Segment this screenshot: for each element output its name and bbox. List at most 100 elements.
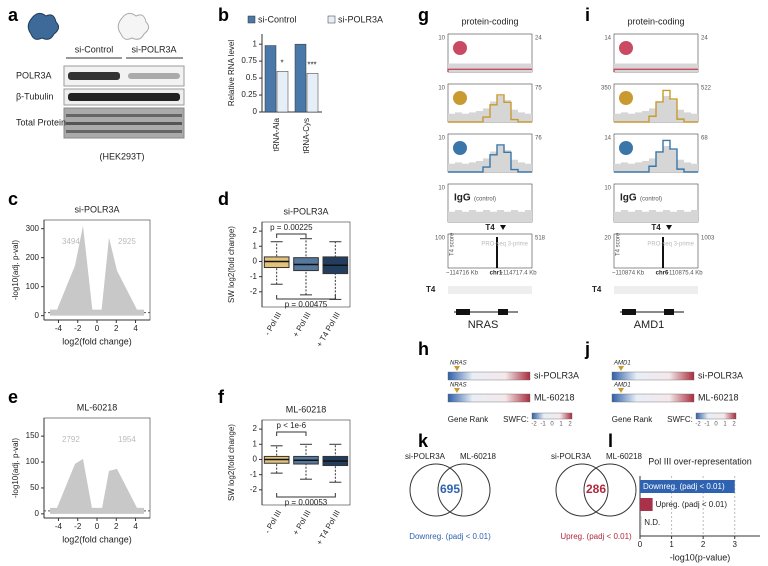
signal-area [448, 63, 532, 72]
panel-title: si-POLR3A [74, 204, 119, 214]
signal-area [614, 210, 698, 222]
track-scale: 518 [535, 236, 546, 242]
cell-icon [619, 141, 633, 155]
rank-bar [447, 393, 531, 403]
track-frame [613, 233, 699, 269]
y-tick-label: 300 [26, 224, 40, 233]
signal-line [614, 89, 698, 123]
band [66, 122, 182, 125]
colorbar-tick: -1 [540, 422, 546, 428]
coord-label: ~114716 Kb [446, 271, 479, 277]
panel-label: e [8, 387, 18, 407]
significance: *** [307, 60, 316, 69]
track-scale: 10 [604, 186, 611, 192]
igg-label: IgG [454, 193, 471, 204]
signal-line [614, 139, 698, 173]
scale-label: SWFC: [667, 415, 693, 424]
bar [306, 73, 319, 113]
signal-area [448, 210, 532, 222]
significance: * [280, 58, 283, 67]
proseq-label: PRO-seq 3-prime [647, 242, 694, 248]
y-tick-label: 1 [253, 439, 258, 448]
t4-row: T4 [426, 285, 436, 294]
y-tick-label: 0 [35, 509, 40, 518]
y-tick-label: 0.25 [241, 90, 257, 99]
band [68, 72, 120, 80]
point-cloud [50, 309, 144, 316]
bar [640, 480, 735, 493]
group-label: si-POLR3A [131, 44, 176, 54]
y-tick-label: -2 [250, 287, 258, 296]
x-tick-label: 2 [701, 540, 706, 549]
panel-title: ML-60218 [77, 402, 118, 412]
x-tick-label: tRNA-Ala [272, 117, 281, 151]
y-tick-label: -1 [250, 470, 258, 479]
count-label: 1954 [118, 435, 136, 444]
legend-label: si-POLR3A [338, 14, 383, 24]
point-cloud [101, 237, 137, 316]
row-label: si-POLR3A [534, 370, 579, 380]
legend-swatch [247, 15, 256, 24]
colorbar-tick: -2 [531, 422, 537, 428]
row-label: ML-60218 [534, 392, 575, 402]
x-tick-label: 3 [733, 540, 738, 549]
axis-label: Gene Rank [612, 415, 653, 424]
panel-label: b [218, 5, 229, 25]
bar [640, 498, 653, 511]
count-label: 2925 [118, 237, 136, 246]
cell-icon [619, 41, 633, 55]
band [66, 114, 182, 117]
track-scale: 14 [604, 136, 611, 142]
rank-bar [447, 371, 531, 381]
gene-exon [622, 309, 636, 315]
track-scale: 10 [438, 86, 445, 92]
gene-exon [664, 309, 674, 315]
bar-label: N.D. [644, 518, 660, 527]
coord-label: chr6 [656, 271, 669, 277]
y-tick-label: 2 [253, 226, 258, 235]
track-scale: 10 [438, 136, 445, 142]
track-scale: 10 [438, 186, 445, 192]
y-axis-label: Relative RNA level [227, 40, 236, 106]
colorbar-tick: 2 [732, 422, 736, 428]
panel-label: k [418, 431, 429, 451]
gene-exon [456, 309, 470, 315]
bar-label: Downreg. (padj < 0.01) [643, 482, 725, 491]
signal-line [448, 94, 532, 123]
y-tick-label: 100 [26, 282, 40, 291]
colorbar-tick: -1 [704, 422, 710, 428]
x-tick-label: tRNA-Cys [302, 118, 311, 154]
x-tick-label: 1 [669, 540, 674, 549]
point-cloud [57, 458, 93, 514]
t4-row-bar [614, 286, 698, 294]
x-tick-label: -4 [55, 324, 63, 333]
bar [276, 71, 289, 113]
row-label: ML-60218 [698, 392, 739, 402]
y-tick-label: 0 [253, 455, 258, 464]
overlap-count: 286 [586, 482, 606, 496]
coord-label: ~110874 Kb [612, 271, 645, 277]
count-label: 3494 [62, 237, 80, 246]
bar [294, 43, 307, 113]
track-scale: 14 [604, 36, 611, 42]
set-label: si-POLR3A [551, 452, 592, 461]
track-scale: 350 [601, 86, 612, 92]
proseq-label: PRO-seq 3-prime [481, 242, 528, 248]
p-value: p < 1e-6 [277, 421, 307, 430]
rank-marker [618, 388, 624, 393]
set-label: ML-60218 [606, 452, 643, 461]
panel-label: f [218, 387, 225, 407]
signal-line [448, 144, 532, 173]
y-tick-label: 1 [253, 39, 258, 48]
row-label: β-Tubulin [16, 91, 53, 101]
x-axis-label: log2(fold change) [62, 336, 132, 346]
colorbar-tick: -2 [695, 422, 701, 428]
point-cloud [50, 507, 144, 514]
y-tick-label: 200 [26, 253, 40, 262]
y-tick-label: 1 [253, 241, 258, 250]
igg-note: (control) [474, 197, 496, 203]
panel-label: d [218, 189, 229, 209]
point-cloud [57, 225, 93, 316]
t4-label: T4 [651, 223, 661, 232]
gene-tag: AMD1 [613, 361, 631, 367]
